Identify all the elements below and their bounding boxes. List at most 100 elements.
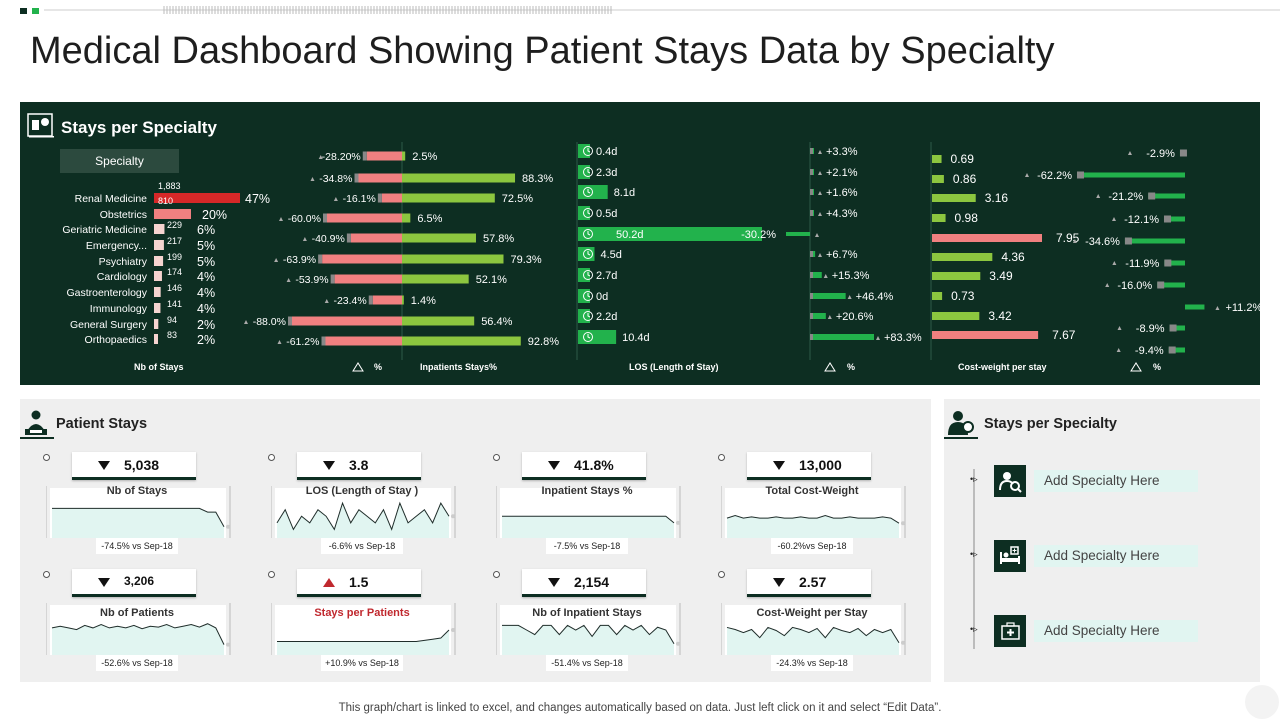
los-value: 2.3d [596, 167, 617, 179]
inpatient-stays-value: 72.5% [502, 193, 533, 205]
share-pct: 4% [197, 270, 215, 284]
share-pct: 6% [197, 223, 215, 237]
sparkline-line [277, 629, 450, 642]
column-label-pct: % [847, 362, 855, 372]
los-value: 2.2d [596, 311, 617, 323]
stays-bar [154, 209, 191, 219]
inpatient-change-value: -34.8% [319, 173, 352, 185]
cost-weight-value: 3.16 [985, 191, 1009, 205]
kpi-value: 3.8 [349, 457, 369, 473]
bar-end-marker [810, 313, 813, 319]
los-value: 10.4d [622, 332, 650, 344]
inpatient-stays-bar [402, 233, 476, 243]
cost-change-value: -9.4% [1135, 345, 1164, 357]
bar-end-marker [1179, 149, 1187, 157]
specialty-item-2[interactable]: •▹ Add Specialty Here [970, 540, 1219, 572]
delta-triangle-icon [274, 258, 279, 262]
los-value: 8.1d [614, 187, 635, 199]
los-change-bar [810, 272, 822, 278]
stays-per-specialty-table[interactable]: Renal Medicine 1,883 47% Obstetrics 810 20% Ge… [20, 102, 1260, 385]
kpi-value-box: 5,038 [72, 452, 196, 480]
page-title: Medical Dashboard Showing Patient Stays … [30, 30, 1055, 72]
inpatient-change-value: -40.9% [312, 233, 345, 245]
cost-change-bar [1124, 238, 1185, 244]
stays-bar [154, 287, 161, 297]
delta-triangle-icon [1127, 151, 1132, 155]
kpi-comparison: -74.5% vs Sep-18 [96, 538, 178, 554]
cost-weight-bar [932, 175, 944, 183]
sparkline-line [726, 626, 900, 644]
delta-triangle-icon [244, 320, 248, 324]
delta-triangle-icon [1072, 239, 1077, 243]
cost-change-bar [1077, 172, 1185, 178]
specialty-name: Renal Medicine [75, 193, 148, 205]
sparkline-end-dot [676, 520, 680, 525]
sparkline-chart [496, 603, 681, 655]
kpi-label: Inpatient Stays % [541, 485, 633, 497]
clock-icon [583, 187, 593, 197]
patient-stays-card: Patient Stays 5,038 Nb of Stays -74.5% vs … [20, 399, 931, 682]
clock-icon [583, 311, 593, 321]
kpi-label: Nb of Inpatient Stays [532, 607, 642, 619]
share-pct: 2% [197, 333, 215, 347]
kpi-value-box: 3.8 [297, 452, 421, 480]
stays-value: 229 [167, 220, 182, 230]
specialty-item-1[interactable]: •▹ Add Specialty Here [970, 465, 1219, 497]
delta-triangle-icon [286, 278, 291, 282]
los-change-value: +3.3% [826, 146, 858, 158]
sparkline-end-dot [676, 641, 680, 646]
sparkline-end-dot [451, 628, 455, 632]
cost-weight-value: 0.86 [953, 172, 977, 186]
doctor-desk-icon [20, 410, 54, 439]
cost-weight-bar [932, 272, 981, 280]
kpi-card[interactable]: 3,206 Nb of Patients -52.6% vs Sep-18 [43, 569, 231, 671]
clock-icon [583, 146, 593, 156]
sparkline-line [502, 624, 675, 645]
trend-down-icon [98, 578, 110, 587]
kpi-value-box: 2.57 [747, 569, 871, 597]
cost-change-value: +11.2% [1225, 302, 1260, 314]
kpi-card[interactable]: 13,000 Total Cost-Weight -60.2%vs Sep-18 [718, 452, 906, 554]
inpatient-stays-value: 88.3% [522, 173, 553, 185]
delta-triangle-icon [310, 177, 315, 181]
stays-value: 174 [167, 267, 182, 277]
inpatient-change-value: -53.9% [295, 274, 328, 286]
delta-triangle-icon [333, 197, 338, 201]
kpi-card[interactable]: 41.8% Inpatient Stays % -7.5% vs Sep-18 [493, 452, 681, 554]
los-bar [578, 330, 617, 344]
inpatient-change-bar [334, 274, 402, 284]
inpatient-change-value: -88.0% [253, 316, 286, 328]
bar-end-marker [810, 148, 813, 154]
cost-change-value: -11.9% [1125, 258, 1159, 270]
kpi-card[interactable]: 5,038 Nb of Stays -74.5% vs Sep-18 [43, 452, 231, 554]
sparkline-chart [271, 486, 456, 538]
inpatient-change-bar [327, 213, 402, 223]
clock-icon [583, 270, 593, 280]
delta-triangle-icon [824, 362, 836, 372]
inpatient-change-bar [381, 193, 402, 203]
kpi-comparison: -6.6% vs Sep-18 [321, 538, 403, 554]
kpi-card[interactable]: 2,154 Nb of Inpatient Stays -51.4% vs Sep-… [493, 569, 681, 671]
delta-triangle-icon [1111, 217, 1116, 221]
stays-bar [154, 319, 159, 329]
kpi-card[interactable]: 2.57 Cost-Weight per Stay -24.3% vs Sep-18 [718, 569, 906, 671]
los-change-value: +6.7% [826, 249, 858, 261]
kpi-label: Nb of Stays [106, 485, 168, 497]
kpi-card[interactable]: 1.5 Stays per Patients +10.9% vs Sep-18 [268, 569, 456, 671]
specialty-item-3[interactable]: •▹ Add Specialty Here [970, 615, 1219, 647]
kpi-comparison: -24.3% vs Sep-18 [771, 655, 853, 671]
clock-icon [583, 229, 593, 239]
kpi-card[interactable]: 3.8 LOS (Length of Stay ) -6.6% vs Sep-18 [268, 452, 456, 554]
sparkline-end-dot [226, 642, 230, 647]
sparkline-chart [46, 486, 231, 538]
cost-weight-bar [932, 234, 1042, 242]
sparkline-line [502, 515, 675, 524]
bar-end-marker [346, 233, 351, 243]
inpatient-stays-bar [402, 295, 404, 305]
stays-value: 810 [158, 196, 173, 206]
inpatient-stays-value: 92.8% [528, 336, 559, 348]
kpi-value-box: 2,154 [522, 569, 646, 597]
sparkline-end-dot [901, 640, 905, 645]
cost-change-value: -8.9% [1136, 323, 1165, 335]
cost-change-value: -12.1% [1124, 214, 1159, 226]
